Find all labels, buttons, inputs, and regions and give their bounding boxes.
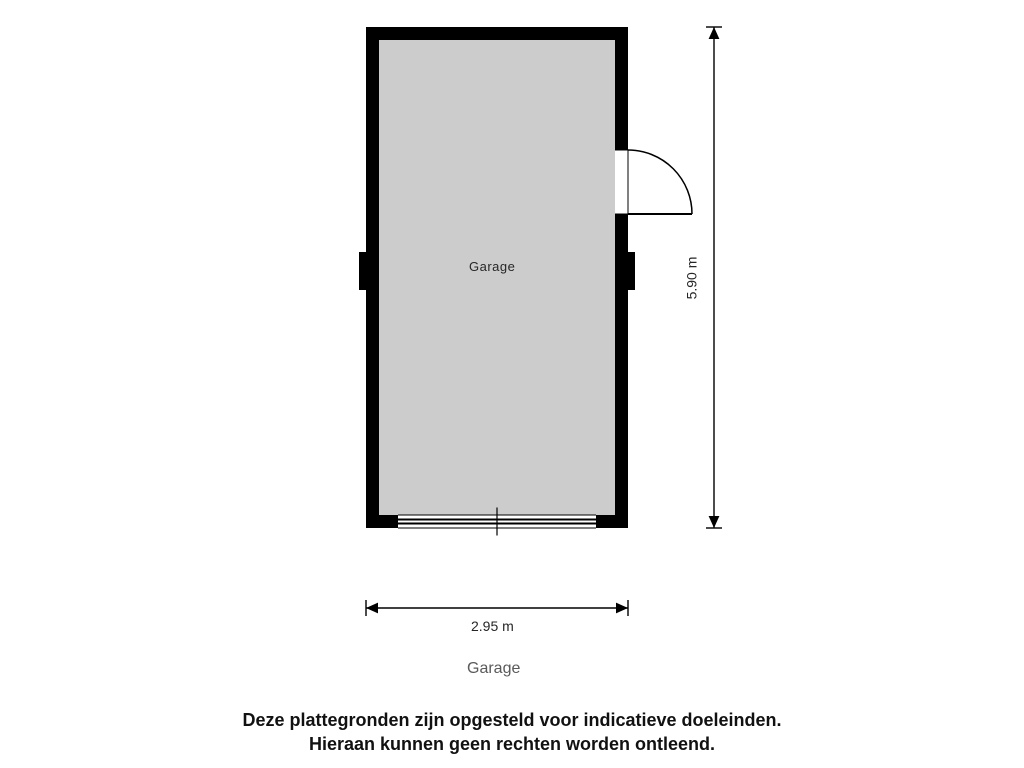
floorplan-canvas: Garage 2.95 m 5.90 m Garage Deze platteg… xyxy=(0,0,1024,768)
floorplan-svg xyxy=(0,0,1024,768)
disclaimer-text: Deze plattegronden zijn opgesteld voor i… xyxy=(0,708,1024,757)
dimension-height-label: 5.90 m xyxy=(683,256,699,299)
disclaimer-line1: Deze plattegronden zijn opgesteld voor i… xyxy=(242,710,781,730)
room-label-garage: Garage xyxy=(469,259,515,274)
dimension-width-label: 2.95 m xyxy=(471,618,514,634)
disclaimer-line2: Hieraan kunnen geen rechten worden ontle… xyxy=(309,734,715,754)
floor-title: Garage xyxy=(467,660,520,678)
